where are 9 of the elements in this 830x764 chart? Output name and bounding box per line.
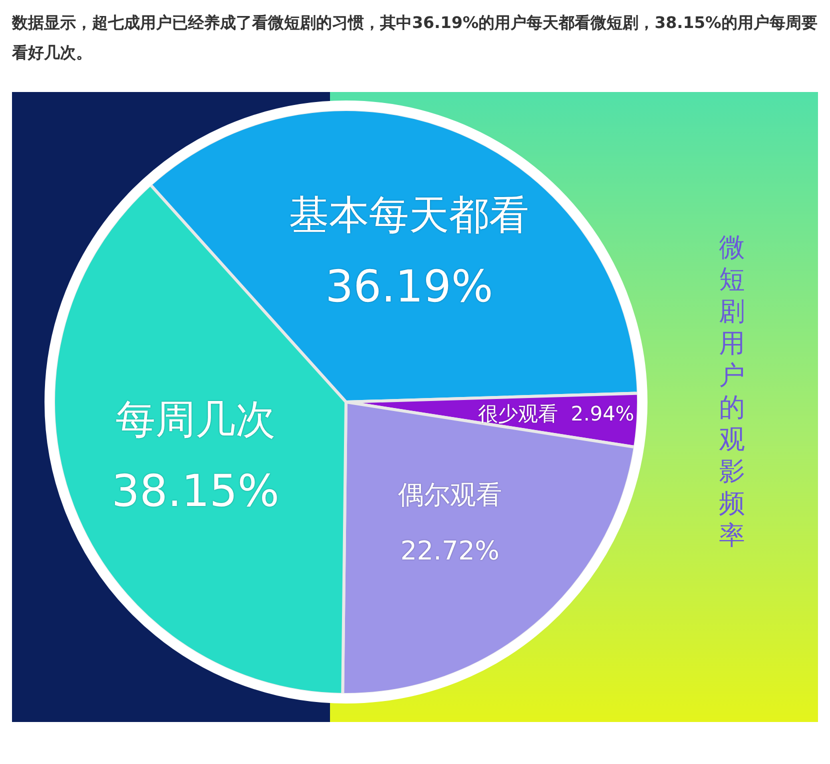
data-label: 38.15% [112, 466, 280, 518]
chart-title: 微短剧用户的观影频率 [719, 233, 745, 551]
slice-label: 偶尔观看 [398, 480, 502, 511]
data-label: 36.19% [325, 262, 494, 313]
slice-label: 基本每天都看 [289, 192, 530, 238]
slice-label: 每周几次 [115, 397, 276, 444]
text: 数据显示，超七成用户已经养成了看微短剧的习惯，其中36.19%的用户每天都看微短剧，38.15%的用户每周要看好几次。 [10, 12, 818, 64]
data-label: 22.72% [400, 536, 500, 567]
slice-label: 很少观看 2.94% [478, 401, 634, 426]
